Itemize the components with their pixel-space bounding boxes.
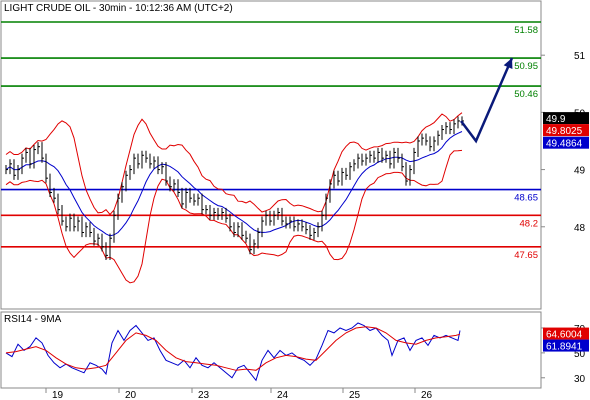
level-label-3: 48.65 (514, 193, 538, 204)
price-tags: 49.949.8025 49.4864 (543, 112, 589, 150)
price-tag-label-1: 49.8025 (546, 126, 583, 137)
x-tick-label-2: 23 (198, 390, 210, 400)
level-label-1: 50.95 (514, 61, 538, 72)
rsi-line-1 (5, 326, 461, 371)
rsi-tick-label-1: 50 (574, 349, 586, 360)
level-label-2: 50.46 (514, 89, 538, 100)
rsi-panel (0, 311, 542, 389)
forecast-path (460, 57, 514, 144)
rsi-tag-label-0: 64.6004 (546, 330, 583, 341)
price-tag-bg-2 (543, 136, 589, 149)
rsi-title: RSI14 - 9MA (4, 314, 62, 325)
rsi-tag-bg-0 (543, 327, 589, 340)
x-tick-label-1: 20 (125, 390, 137, 400)
x-tick-label-5: 26 (421, 390, 433, 400)
x-tick-label-3: 24 (277, 390, 289, 400)
forecast-arrow (460, 57, 514, 144)
x-tick-label-0: 19 (52, 390, 64, 400)
price-tick-label-0: 51 (574, 51, 586, 62)
rsi-series (5, 322, 461, 382)
forecast-arrowhead (503, 58, 513, 70)
level-label-4: 48.2 (520, 218, 539, 229)
price-tick-label-2: 49 (574, 166, 586, 177)
bollinger-upper (5, 112, 463, 216)
price-tag-label-2: 49.4864 (546, 139, 583, 150)
rsi-line-0 (5, 322, 461, 382)
price-tick-label-3: 48 (574, 223, 586, 234)
price-series (5, 116, 464, 260)
price-panel (0, 0, 542, 310)
rsi-tick-label-2: 30 (574, 374, 586, 385)
chart-title: LIGHT CRUDE OIL - 30min - 10:12:36 AM (U… (4, 3, 233, 14)
level-label-0: 51.58 (514, 25, 538, 36)
price-tag-bg-0 (543, 112, 589, 125)
x-tick-label-4: 25 (349, 390, 361, 400)
level-label-5: 47.65 (514, 250, 538, 261)
price-tag-label-0: 49.9 (546, 114, 566, 125)
levels-layer: 51.58 50.95 50.46 48.65 48.2 47.65 (1, 21, 541, 261)
rsi-tag-label-1: 61.8941 (546, 342, 583, 353)
x-axis: 19 20 23 24 25 26 (45, 388, 433, 400)
price-tag-bg-1 (543, 124, 589, 137)
rsi-tag-bg-1 (543, 339, 589, 352)
